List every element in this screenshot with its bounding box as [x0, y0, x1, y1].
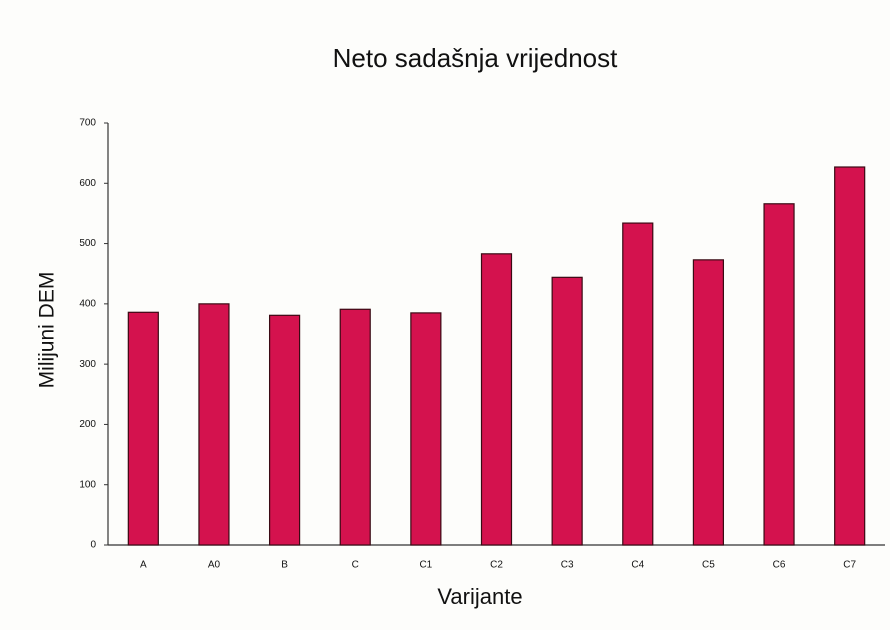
x-tick-label: C7 [843, 560, 856, 571]
bar [339, 308, 371, 546]
x-tick-label: A0 [208, 560, 221, 571]
x-tick-label: C [352, 560, 359, 571]
y-tick-label: 700 [79, 118, 96, 129]
bar [692, 259, 725, 546]
bar [834, 166, 866, 546]
bar [480, 253, 513, 546]
y-tick-label: 0 [90, 540, 96, 551]
bar [127, 311, 159, 546]
bar [268, 314, 301, 546]
y-axis-label: Milijuni DEM [36, 272, 59, 389]
bar [622, 222, 654, 546]
bar [551, 276, 583, 546]
x-tick-label: A [140, 560, 147, 571]
bar [198, 303, 230, 546]
x-tick-label: C6 [773, 560, 786, 571]
bar [410, 312, 442, 546]
x-tick-label: C5 [702, 560, 715, 571]
y-tick-label: 500 [79, 238, 96, 249]
chart-title: Neto sadašnja vrijednost [333, 43, 618, 73]
x-tick-label: C1 [419, 560, 432, 571]
y-tick-label: 100 [79, 479, 96, 490]
x-tick-label: B [281, 560, 288, 571]
y-tick-label: 600 [79, 178, 96, 189]
y-tick-label: 200 [79, 419, 96, 430]
y-tick-label: 400 [79, 298, 96, 309]
x-axis-label: Varijante [437, 584, 522, 609]
x-tick-label: C2 [490, 560, 503, 571]
bar [763, 203, 795, 546]
x-tick-label: C3 [561, 560, 574, 571]
x-tick-label: C4 [631, 560, 644, 571]
y-tick-label: 300 [79, 359, 96, 370]
